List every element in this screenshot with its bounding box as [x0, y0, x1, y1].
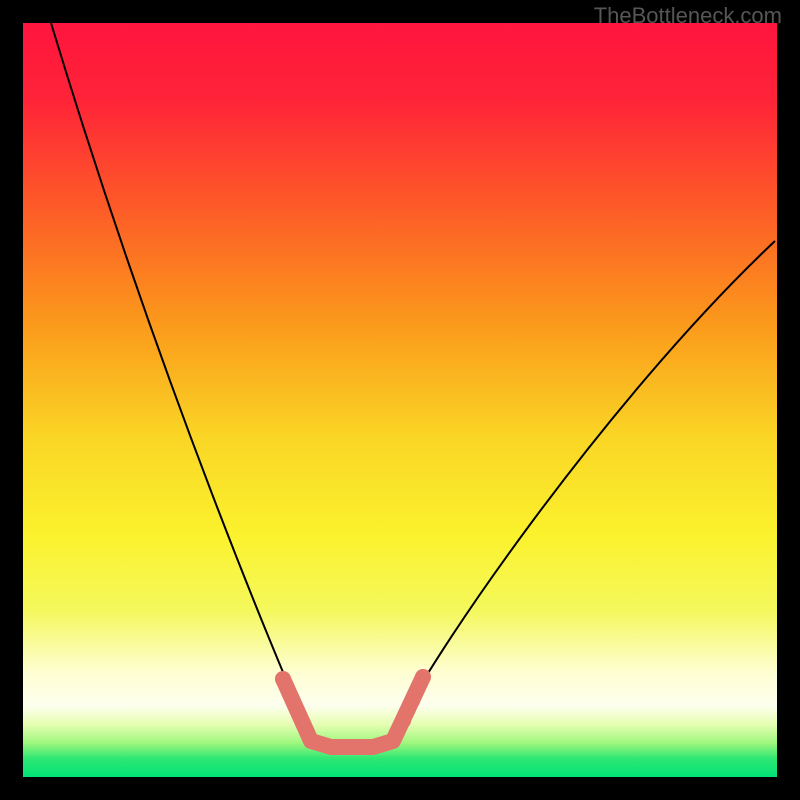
chart-stage: TheBottleneck.com [0, 0, 800, 800]
plot-background [23, 23, 777, 777]
bottleneck-chart [0, 0, 800, 800]
watermark-text: TheBottleneck.com [594, 3, 782, 29]
